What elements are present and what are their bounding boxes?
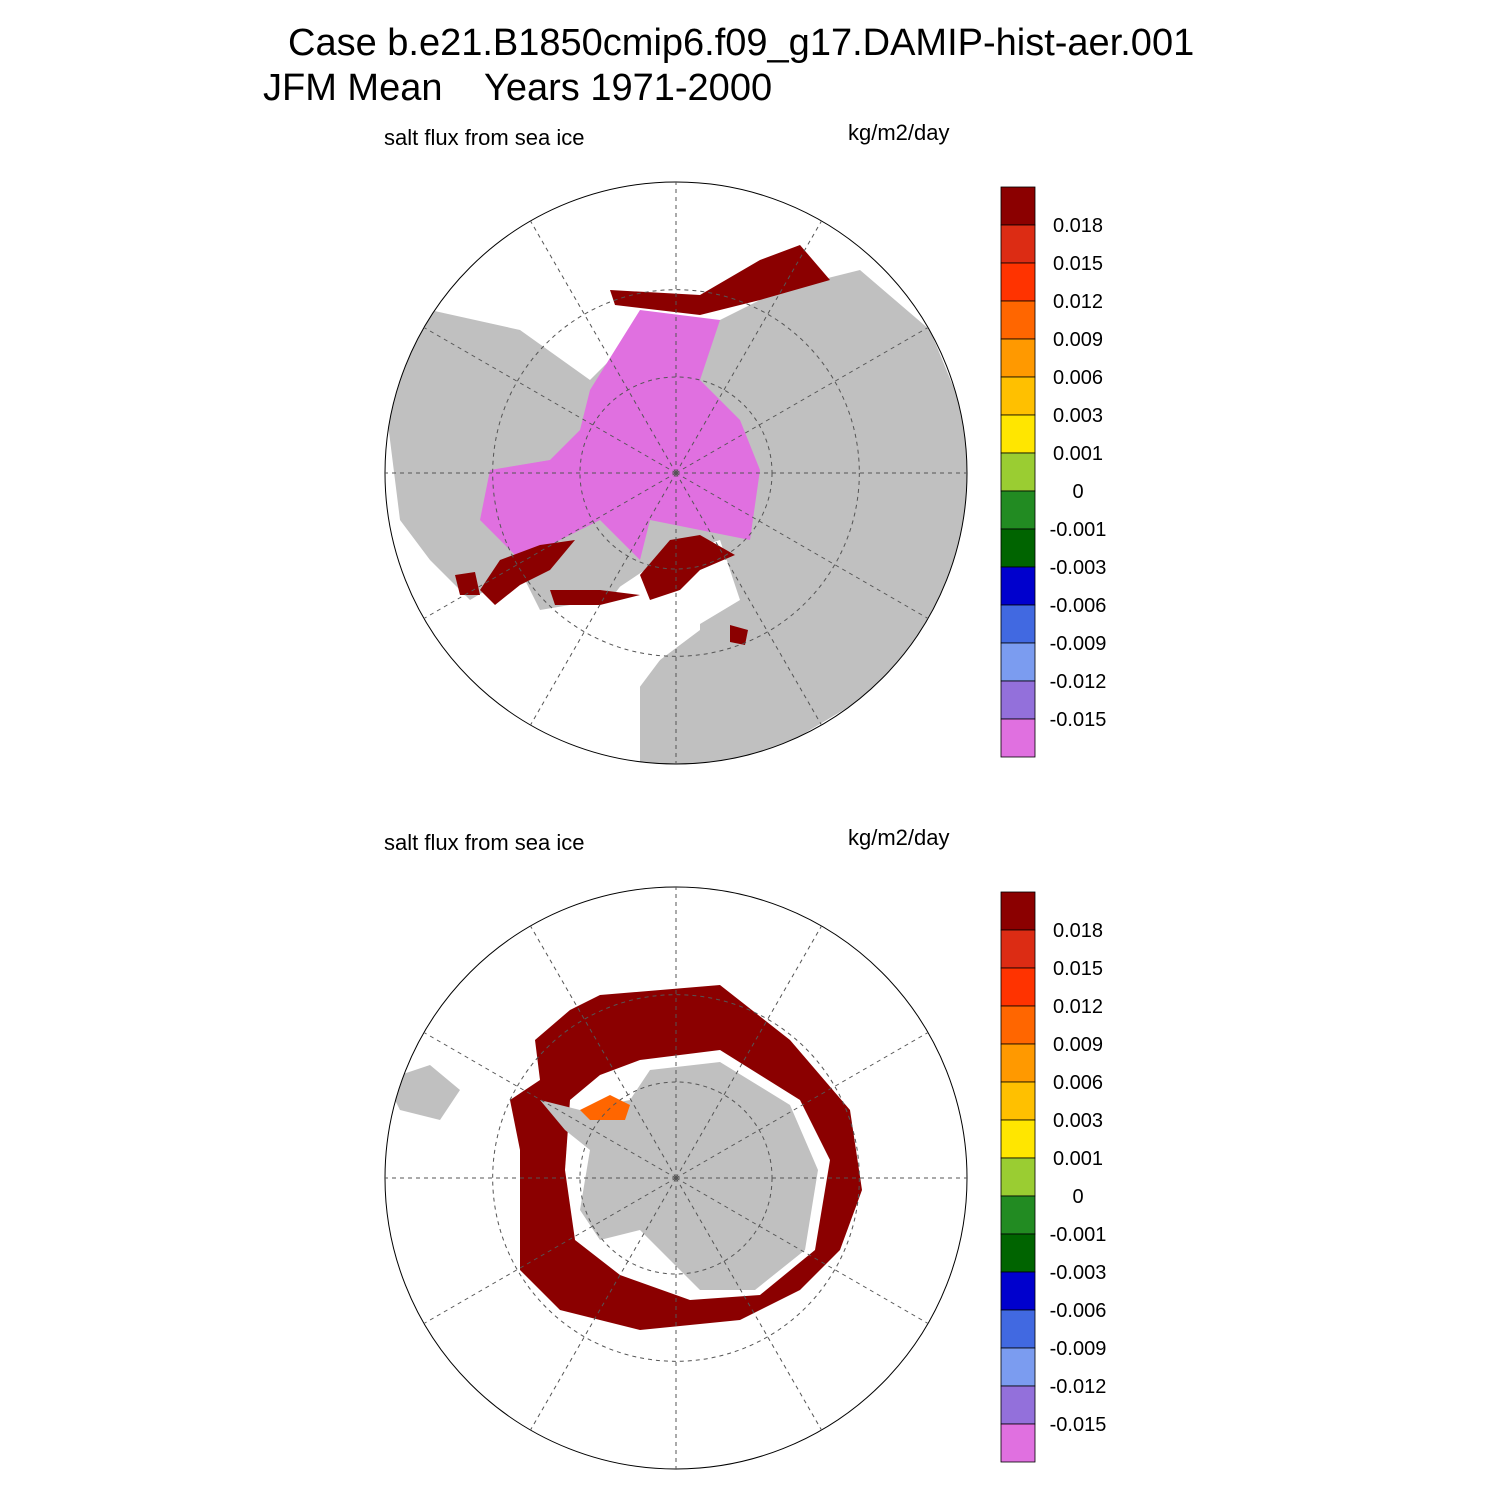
colorbar-label: 0.018	[1053, 920, 1103, 942]
colorbar-box	[1000, 376, 1036, 416]
colorbar-label: -0.003	[1050, 557, 1107, 579]
colorbar-box	[1000, 604, 1036, 644]
colorbar-label: -0.009	[1050, 1338, 1107, 1360]
colorbar-label: 0.012	[1053, 291, 1103, 313]
colorbar-label: -0.006	[1050, 1300, 1107, 1322]
colorbar-box	[1000, 1081, 1036, 1121]
colorbar-label: -0.012	[1050, 1376, 1107, 1398]
colorbar-box	[1000, 186, 1036, 226]
colorbar-label: 0.012	[1053, 996, 1103, 1018]
meridian-line	[530, 1177, 677, 1431]
colorbar-box	[1000, 338, 1036, 378]
colorbar-box	[1000, 300, 1036, 340]
colorbar-box	[1000, 414, 1036, 454]
meridian-line	[675, 472, 929, 619]
colorbar-box	[1000, 452, 1036, 492]
colorbar-label: -0.015	[1050, 709, 1107, 731]
colorbar-box	[1000, 1309, 1036, 1349]
colorbar-box	[1000, 1043, 1036, 1083]
subtitle: JFM Mean Years 1971-2000	[263, 67, 772, 109]
colorbar-box	[1000, 1423, 1036, 1463]
title: Case b.e21.B1850cmip6.f09_g17.DAMIP-hist…	[288, 22, 1194, 64]
colorbar-label: 0.003	[1053, 405, 1103, 427]
colorbar-box	[1000, 929, 1036, 969]
latitude-line	[492, 289, 860, 657]
colorbar-box	[1000, 566, 1036, 606]
panel-units: kg/m2/day	[848, 120, 950, 145]
colorbar-box	[1000, 224, 1036, 264]
colorbar-label: 0.001	[1053, 1148, 1103, 1170]
meridian-line	[675, 925, 822, 1179]
colorbar-label: 0.018	[1053, 215, 1103, 237]
meridian-line	[675, 1177, 929, 1324]
meridian-line	[423, 327, 677, 474]
colorbar-box	[1000, 1271, 1036, 1311]
meridian-line	[530, 472, 677, 726]
latitude-line	[492, 994, 860, 1362]
meridian-line	[423, 1032, 677, 1179]
colorbar-label: 0.001	[1053, 443, 1103, 465]
colorbar-box	[1000, 1385, 1036, 1425]
panel-left-title: salt flux from sea ice	[384, 830, 585, 855]
colorbar-label: -0.015	[1050, 1414, 1107, 1436]
panel-left-title: salt flux from sea ice	[384, 125, 585, 150]
colorbar-box	[1000, 1157, 1036, 1197]
colorbar-box	[1000, 1233, 1036, 1273]
colorbar-label: 0.009	[1053, 1034, 1103, 1056]
colorbar-label: 0	[1072, 481, 1083, 503]
colorbar-box	[1000, 1005, 1036, 1045]
antarctic-map	[384, 886, 968, 1470]
colorbar-label: -0.003	[1050, 1262, 1107, 1284]
colorbar-box	[1000, 680, 1036, 720]
colorbar-label: -0.012	[1050, 671, 1107, 693]
meridian-line	[530, 925, 677, 1179]
panel-units: kg/m2/day	[848, 825, 950, 850]
meridian-line	[675, 1032, 929, 1179]
meridian-line	[675, 327, 929, 474]
colorbar-label: 0.015	[1053, 958, 1103, 980]
colorbar-box	[1000, 967, 1036, 1007]
colorbar-box	[1000, 1347, 1036, 1387]
colorbar-box	[1000, 891, 1036, 931]
colorbar-label: 0.006	[1053, 1072, 1103, 1094]
colorbar-label: 0.006	[1053, 367, 1103, 389]
meridian-line	[675, 220, 822, 474]
colorbar-label: 0.009	[1053, 329, 1103, 351]
meridian-line	[530, 220, 677, 474]
colorbar-box	[1000, 718, 1036, 758]
colorbar-label: 0	[1072, 1186, 1083, 1208]
colorbar-box	[1000, 528, 1036, 568]
colorbar-box	[1000, 490, 1036, 530]
colorbar-box	[1000, 642, 1036, 682]
meridian-line	[675, 472, 822, 726]
colorbar-label: -0.006	[1050, 595, 1107, 617]
colorbar-label: 0.015	[1053, 253, 1103, 275]
colorbar-box	[1000, 1119, 1036, 1159]
colorbar-label: -0.001	[1050, 1224, 1107, 1246]
colorbar-box	[1000, 262, 1036, 302]
arctic-map	[384, 181, 968, 765]
meridian-line	[423, 472, 677, 619]
colorbar-label: 0.003	[1053, 1110, 1103, 1132]
colorbar-label: -0.009	[1050, 633, 1107, 655]
meridian-line	[423, 1177, 677, 1324]
colorbar-box	[1000, 1195, 1036, 1235]
colorbar-label: -0.001	[1050, 519, 1107, 541]
meridian-line	[675, 1177, 822, 1431]
